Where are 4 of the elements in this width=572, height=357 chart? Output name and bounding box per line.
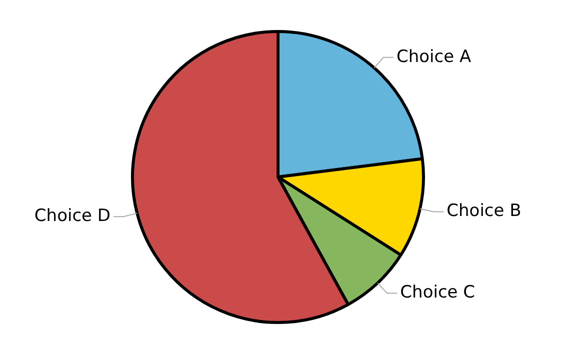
slice-label: Choice C bbox=[400, 282, 476, 303]
slice-label: Choice D bbox=[34, 206, 111, 226]
slice-label: Choice A bbox=[396, 46, 472, 67]
slice-label: Choice B bbox=[446, 201, 522, 222]
